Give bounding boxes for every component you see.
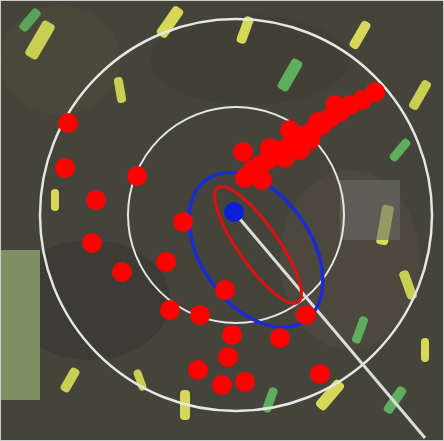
range-circle-outer [40, 19, 432, 411]
red-point [310, 364, 330, 384]
red-point [58, 113, 78, 133]
plot-frame [1, 1, 444, 441]
red-point [160, 300, 180, 320]
red-point [300, 130, 320, 150]
vegetation-blob [113, 76, 126, 103]
blue-point [224, 202, 244, 222]
red-point [280, 120, 300, 140]
red-point [270, 328, 290, 348]
ground-patch [150, 15, 350, 105]
vegetation-blob [388, 137, 412, 163]
vegetation-blob [51, 189, 59, 211]
vegetation-blob [59, 366, 81, 394]
vegetation-blob [276, 57, 303, 92]
red-point [252, 170, 272, 190]
red-point [112, 262, 132, 282]
red-point [190, 305, 210, 325]
red-point [325, 95, 345, 115]
ground-patch [0, 5, 120, 115]
red-point [188, 360, 208, 380]
vegetation-blob [421, 338, 429, 362]
red-point [235, 372, 255, 392]
vegetation-blob [348, 20, 372, 51]
vegetation-blob [351, 315, 369, 344]
red-point [82, 233, 102, 253]
red-point [215, 280, 235, 300]
field-patch [0, 250, 40, 400]
red-point [308, 112, 328, 132]
red-point [127, 166, 147, 186]
aerial-ground [0, 0, 444, 441]
red-point [235, 168, 255, 188]
map-figure [0, 0, 444, 441]
vegetation-blob [382, 385, 407, 415]
red-point [296, 305, 316, 325]
red-point [218, 347, 238, 367]
range-circle-inner [128, 107, 344, 323]
red-point [173, 212, 193, 232]
vegetation-blob [18, 7, 42, 33]
points [55, 82, 385, 395]
structure [340, 180, 400, 240]
vegetation-blob [408, 79, 433, 112]
red-point [212, 375, 232, 395]
red-point [260, 138, 280, 158]
red-point [86, 190, 106, 210]
red-point [222, 325, 242, 345]
red-point [233, 142, 253, 162]
red-point [156, 252, 176, 272]
red-ellipse [201, 176, 314, 314]
blue-ellipse [162, 148, 351, 352]
red-point [55, 158, 75, 178]
